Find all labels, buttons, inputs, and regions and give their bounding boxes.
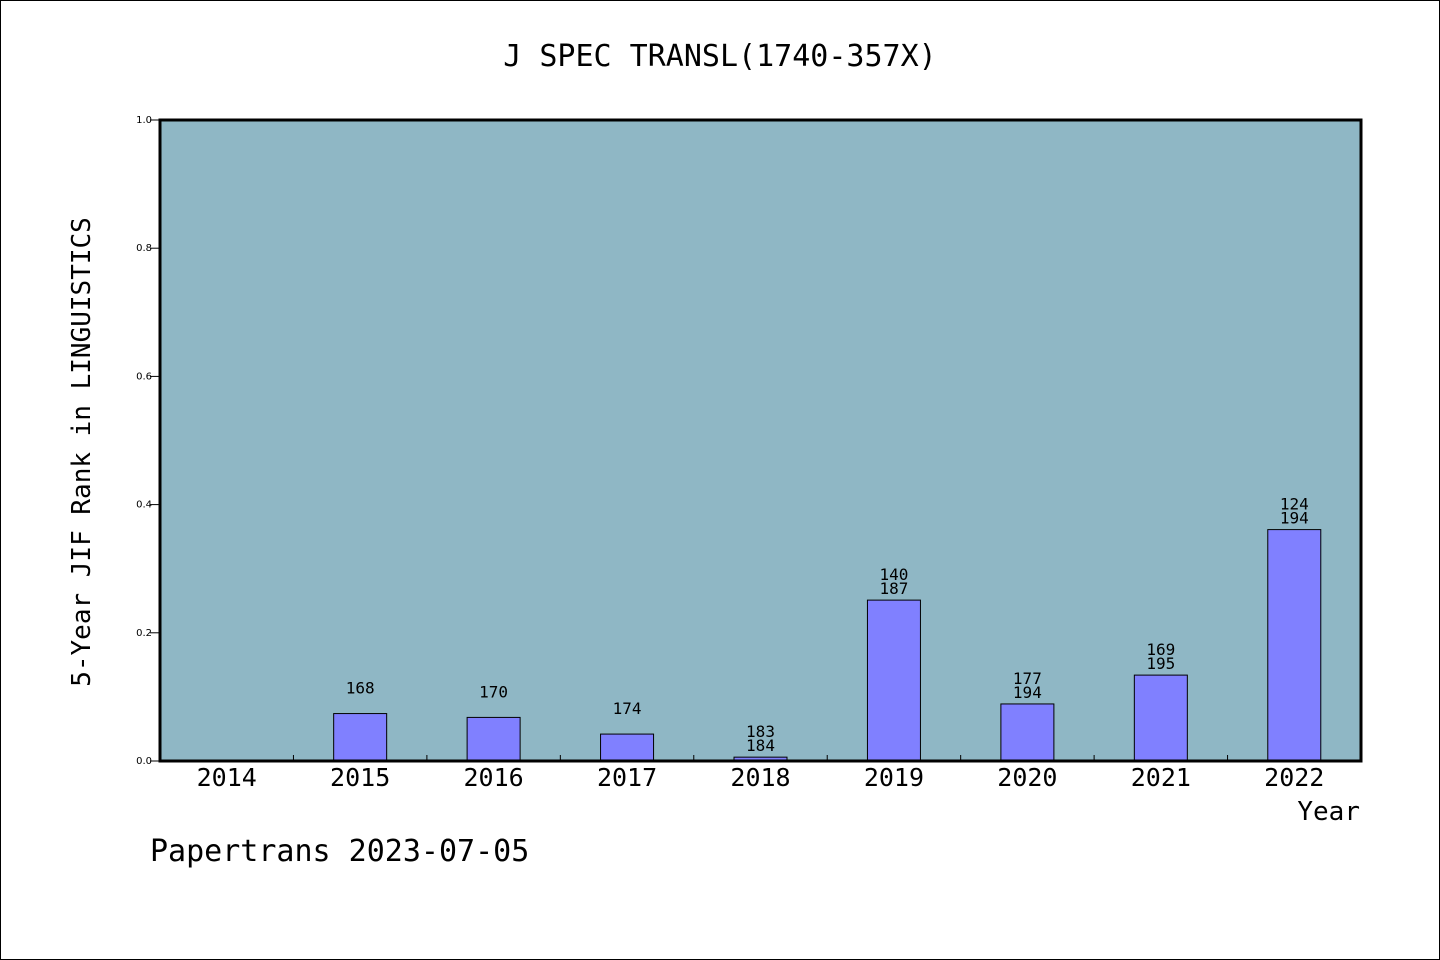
- plot-area: [160, 120, 1361, 761]
- bar-2015: [333, 713, 388, 762]
- y-axis-label: 5-Year JIF Rank in LINGUISTICS: [67, 217, 97, 687]
- x-tick-label-2015: 2015: [330, 763, 390, 792]
- bars-group: [333, 529, 1322, 762]
- bar-label-2019-1: 140: [879, 565, 908, 584]
- y-tick-label: 0.6: [136, 371, 152, 382]
- chart-title: J SPEC TRANSL(1740-357X): [503, 39, 936, 74]
- x-tick-label-2014: 2014: [197, 763, 257, 792]
- bar-label-2020-2: 194: [1013, 683, 1042, 702]
- bar-label-2021-1: 169: [1146, 640, 1175, 659]
- bar-label-2020-1: 177: [1013, 669, 1042, 688]
- x-tick-label-2021: 2021: [1131, 763, 1191, 792]
- bar-2017: [600, 733, 655, 762]
- x-axis-label: Year: [1297, 797, 1360, 827]
- bar-label-2018-1: 183: [746, 722, 775, 741]
- x-axis-ticks: 2014 2015 2016 2017 2018 2019 2020 2021 2022: [197, 755, 1324, 792]
- bar-label-2015-1: 168: [346, 679, 375, 698]
- x-tick-label-2017: 2017: [597, 763, 657, 792]
- bar-label-2017-1: 174: [613, 699, 642, 718]
- y-tick-label: 0.0: [136, 756, 152, 767]
- bar-label-2019-2: 187: [879, 579, 908, 598]
- bar-2021: [1133, 674, 1188, 762]
- bar-2022: [1267, 529, 1322, 762]
- bar-label-2016-1: 170: [479, 682, 508, 701]
- x-tick-label-2016: 2016: [464, 763, 524, 792]
- x-tick-label-2022: 2022: [1264, 763, 1324, 792]
- x-tick-label-2020: 2020: [997, 763, 1057, 792]
- bar-2020: [1000, 703, 1055, 762]
- y-axis-ticks: 0.0 0.2 0.4 0.6 0.8 1.0: [136, 115, 160, 767]
- plot-border: [158, 118, 1363, 763]
- x-tick-label-2019: 2019: [864, 763, 924, 792]
- y-tick-label: 0.8: [136, 243, 152, 254]
- bar-2019: [866, 599, 921, 762]
- footer-credit: Papertrans 2023-07-05: [150, 834, 530, 869]
- bar-2016: [466, 716, 521, 762]
- y-tick-label: 0.4: [136, 500, 152, 511]
- y-tick-label: 0.2: [136, 628, 152, 639]
- bar-label-2022-1: 124: [1280, 495, 1309, 514]
- bar-label-2021-2: 195: [1146, 654, 1175, 673]
- y-tick-label: 1.0: [136, 115, 152, 126]
- x-tick-label-2018: 2018: [730, 763, 790, 792]
- bar-label-2022-2: 194: [1280, 509, 1309, 528]
- bar-label-2018-2: 184: [746, 736, 775, 755]
